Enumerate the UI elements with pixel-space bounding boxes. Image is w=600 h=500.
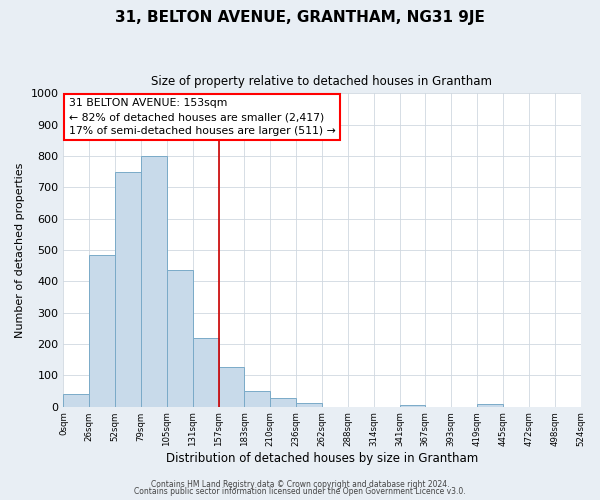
- Bar: [218, 366, 244, 406]
- Title: Size of property relative to detached houses in Grantham: Size of property relative to detached ho…: [151, 75, 493, 88]
- Bar: [400, 405, 425, 406]
- X-axis label: Distribution of detached houses by size in Grantham: Distribution of detached houses by size …: [166, 452, 478, 465]
- Y-axis label: Number of detached properties: Number of detached properties: [15, 162, 25, 338]
- Bar: [477, 404, 503, 406]
- Text: Contains public sector information licensed under the Open Government Licence v3: Contains public sector information licen…: [134, 487, 466, 496]
- Text: Contains HM Land Registry data © Crown copyright and database right 2024.: Contains HM Land Registry data © Crown c…: [151, 480, 449, 489]
- Bar: [115, 172, 141, 406]
- Bar: [64, 394, 89, 406]
- Bar: [141, 156, 167, 406]
- Bar: [193, 338, 218, 406]
- Text: 31, BELTON AVENUE, GRANTHAM, NG31 9JE: 31, BELTON AVENUE, GRANTHAM, NG31 9JE: [115, 10, 485, 25]
- Bar: [244, 391, 270, 406]
- Bar: [89, 254, 115, 406]
- Bar: [296, 402, 322, 406]
- Text: 31 BELTON AVENUE: 153sqm
← 82% of detached houses are smaller (2,417)
17% of sem: 31 BELTON AVENUE: 153sqm ← 82% of detach…: [68, 98, 335, 136]
- Bar: [167, 270, 193, 406]
- Bar: [270, 398, 296, 406]
